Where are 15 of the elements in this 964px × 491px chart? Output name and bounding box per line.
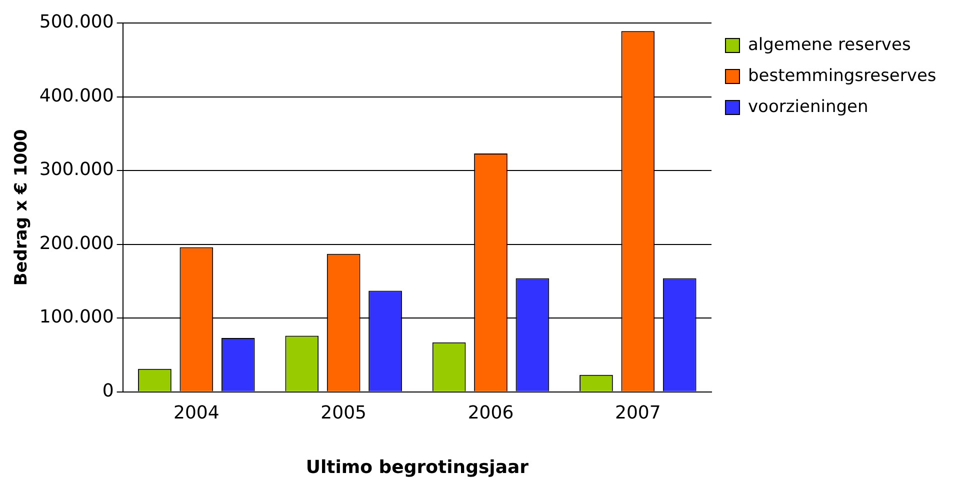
x-tick-label: 2006: [468, 402, 514, 424]
y-tick-label: 500.000: [39, 12, 114, 33]
y-tick-label: 300.000: [39, 159, 114, 180]
legend-label: bestemmingsreserves: [748, 66, 936, 86]
y-tick-label: 400.000: [39, 85, 114, 106]
legend-label: algemene reserves: [748, 34, 911, 55]
x-tick-label: 2004: [174, 402, 220, 424]
y-tick-label: 0: [102, 380, 114, 402]
y-tick-label: 200.000: [39, 232, 114, 254]
legend-label: voorzieningen: [748, 96, 868, 117]
x-tick-label: 2007: [615, 402, 661, 424]
y-axis-title: Bedrag x € 1000: [12, 128, 32, 286]
x-tick-label: 2005: [320, 402, 366, 424]
y-tick-label: 100.000: [39, 306, 114, 328]
x-axis-title: Ultimo begrotingsjaar: [306, 456, 529, 478]
